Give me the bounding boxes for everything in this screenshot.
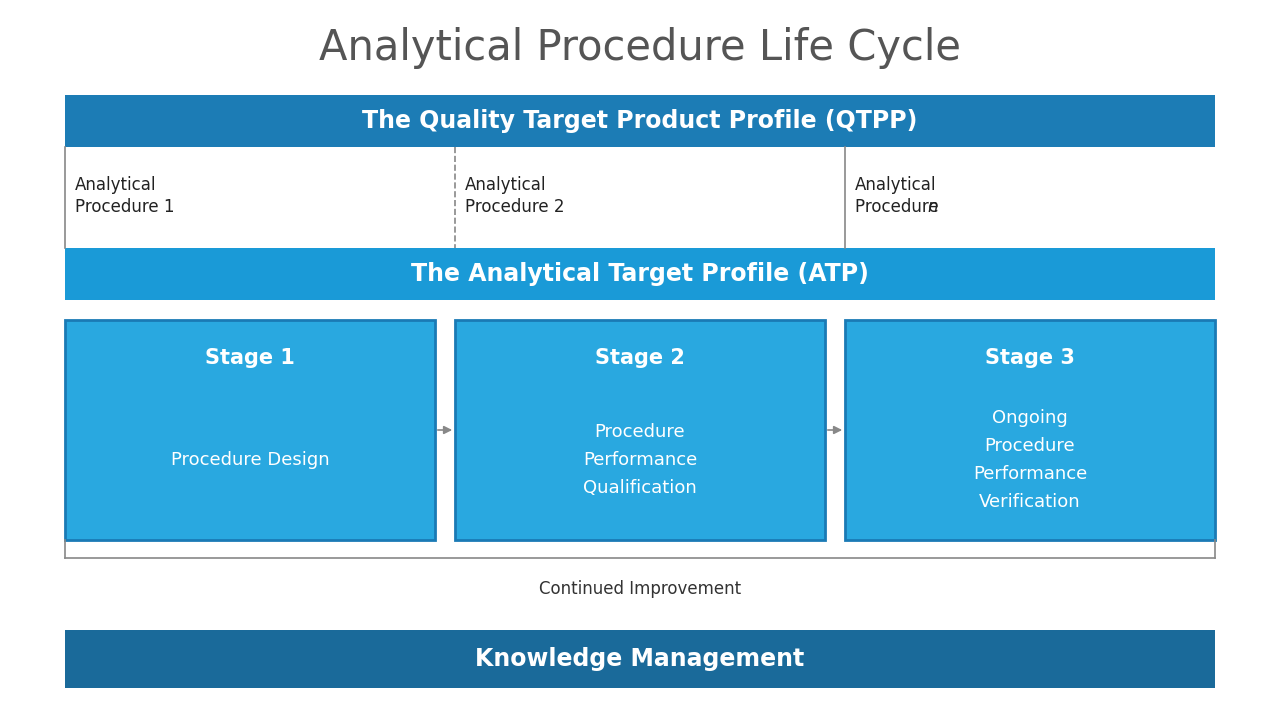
Text: Analytical Procedure Life Cycle: Analytical Procedure Life Cycle [319, 27, 961, 69]
Text: Procedure 2: Procedure 2 [465, 199, 564, 217]
Bar [65, 95, 1215, 147]
Text: The Analytical Target Profile (ATP): The Analytical Target Profile (ATP) [411, 262, 869, 286]
Bar [65, 320, 435, 540]
Bar [65, 630, 1215, 688]
Text: Analytical: Analytical [465, 176, 547, 194]
Text: Analytical: Analytical [76, 176, 156, 194]
Bar [845, 320, 1215, 540]
Text: Procedure
Performance
Qualification: Procedure Performance Qualification [582, 423, 698, 497]
Text: Knowledge Management: Knowledge Management [475, 647, 805, 671]
Text: Procedure Design: Procedure Design [170, 451, 329, 469]
Text: Stage 1: Stage 1 [205, 348, 294, 368]
Bar [454, 320, 826, 540]
Text: Ongoing
Procedure
Performance
Verification: Ongoing Procedure Performance Verificati… [973, 409, 1087, 510]
Text: Stage 2: Stage 2 [595, 348, 685, 368]
Text: The Quality Target Product Profile (QTPP): The Quality Target Product Profile (QTPP… [362, 109, 918, 133]
Text: Stage 3: Stage 3 [986, 348, 1075, 368]
Text: Procedure: Procedure [855, 199, 943, 217]
Text: Continued Improvement: Continued Improvement [539, 580, 741, 598]
Text: Procedure 1: Procedure 1 [76, 199, 174, 217]
Text: Analytical: Analytical [855, 176, 937, 194]
Bar [65, 248, 1215, 300]
Text: n: n [927, 199, 937, 217]
